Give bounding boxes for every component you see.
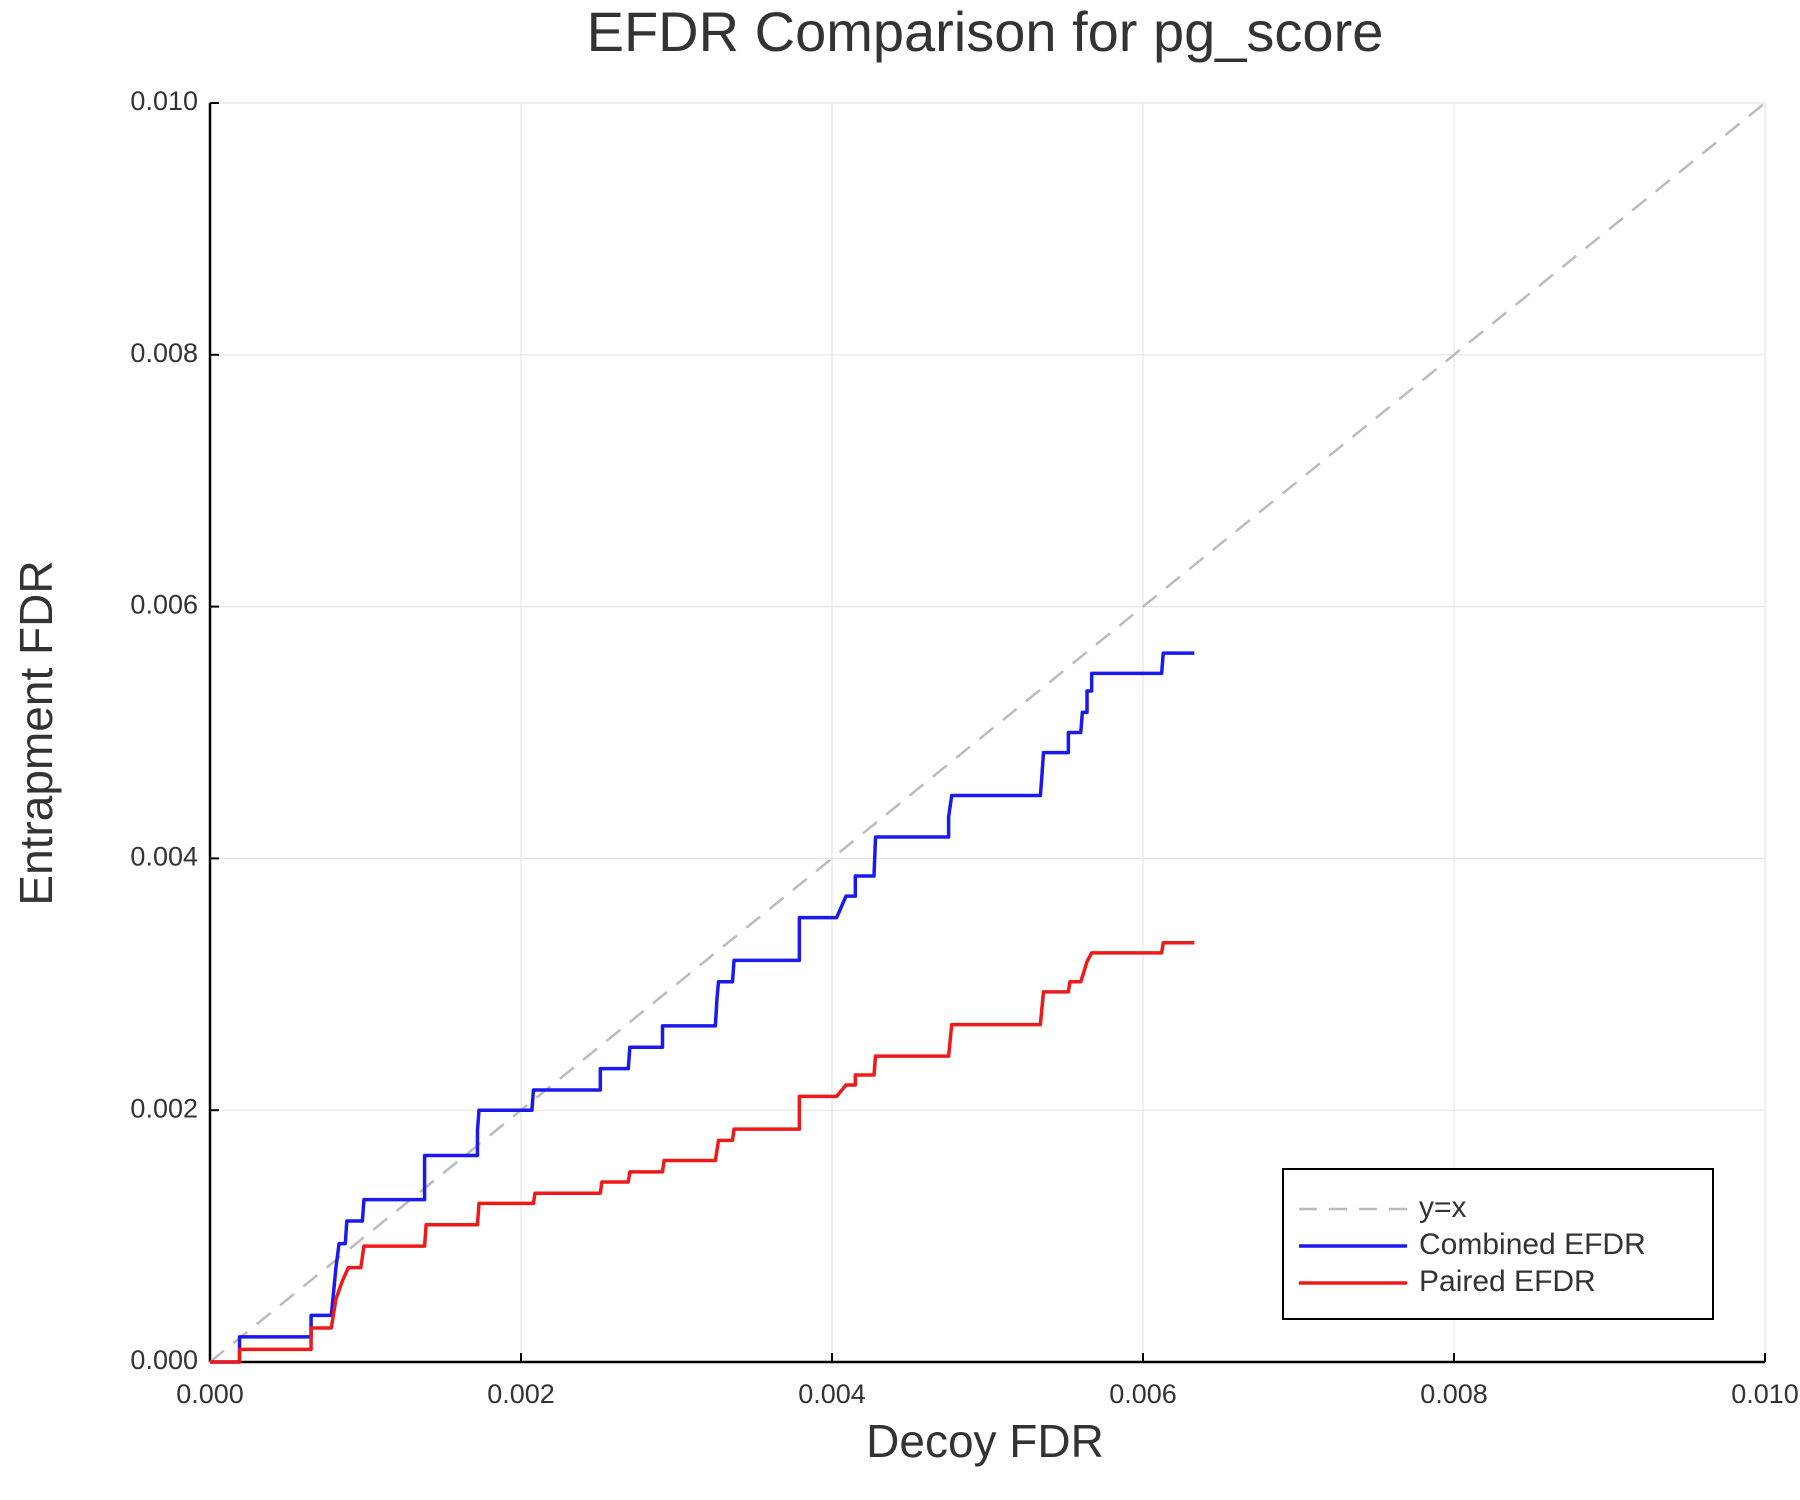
y-tick-label: 0.006 xyxy=(130,590,198,620)
legend-label: Combined EFDR xyxy=(1419,1228,1646,1261)
y-tick-label: 0.000 xyxy=(130,1345,198,1375)
y-tick-label: 0.002 xyxy=(130,1093,198,1123)
x-axis-label: Decoy FDR xyxy=(866,1415,1104,1467)
x-tick-label: 0.000 xyxy=(176,1379,244,1409)
series-line xyxy=(210,651,1195,1364)
chart-title: EFDR Comparison for pg_score xyxy=(587,0,1384,63)
legend-box xyxy=(1282,1168,1714,1320)
legend-label: Paired EFDR xyxy=(1419,1265,1596,1298)
y-axis-label: Entrapment FDR xyxy=(10,560,62,905)
x-tick-label: 0.004 xyxy=(798,1379,866,1409)
y-tick-label: 0.004 xyxy=(130,842,198,872)
y-tick-label: 0.008 xyxy=(130,338,198,368)
x-tick-label: 0.002 xyxy=(487,1379,555,1409)
x-tick-label: 0.008 xyxy=(1420,1379,1488,1409)
y-tick-label: 0.010 xyxy=(130,86,198,116)
series-line xyxy=(210,941,1195,1364)
x-tick-label: 0.010 xyxy=(1731,1379,1799,1409)
legend-label: y=x xyxy=(1419,1191,1467,1224)
series-line xyxy=(209,102,1766,1363)
x-tick-label: 0.006 xyxy=(1109,1379,1177,1409)
